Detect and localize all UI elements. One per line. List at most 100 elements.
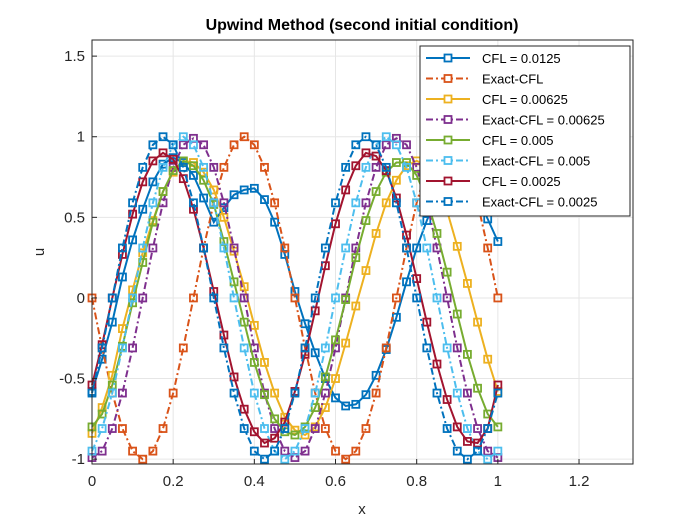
data-point — [260, 358, 269, 367]
data-point — [371, 140, 381, 150]
data-point — [351, 140, 361, 150]
data-point — [138, 162, 148, 172]
data-point — [310, 348, 320, 358]
data-point — [391, 158, 401, 167]
x-tick-label: 0.6 — [325, 473, 346, 490]
data-point — [128, 446, 137, 456]
data-point — [381, 198, 391, 208]
data-point — [391, 175, 401, 185]
data-point — [310, 293, 320, 303]
data-point — [452, 343, 462, 353]
data-point — [107, 380, 117, 390]
data-point — [148, 156, 158, 166]
data-point — [138, 243, 148, 253]
data-point — [402, 140, 411, 150]
data-point — [148, 177, 158, 187]
data-point — [320, 261, 330, 271]
data-point — [168, 154, 178, 164]
data-point — [402, 277, 411, 287]
data-point — [260, 438, 269, 448]
data-point — [138, 293, 148, 303]
y-tick-label: 0 — [77, 290, 85, 307]
data-point — [249, 427, 259, 437]
x-tick-label: 0 — [88, 473, 96, 490]
data-point — [290, 446, 300, 456]
data-point — [189, 198, 198, 208]
data-point — [138, 454, 148, 464]
data-point — [128, 343, 137, 353]
data-point — [473, 446, 482, 456]
data-point — [239, 293, 249, 303]
data-point — [199, 162, 209, 172]
data-point — [189, 171, 198, 180]
data-point — [341, 454, 351, 464]
data-point — [239, 424, 249, 433]
data-point — [432, 388, 442, 398]
legend-label: CFL = 0.0025 — [482, 174, 561, 189]
data-point — [361, 162, 371, 172]
data-point — [331, 335, 340, 345]
data-point — [209, 198, 219, 208]
data-point — [249, 183, 259, 193]
data-point — [402, 230, 411, 240]
data-point — [320, 243, 330, 253]
series-line — [91, 137, 499, 459]
data-point — [442, 395, 452, 404]
legend-label: Exact-CFL = 0.005 — [482, 154, 590, 169]
y-tick-label: 1 — [77, 129, 85, 146]
legend: CFL = 0.0125 Exact-CFL CFL = 0.00625 Exact-… — [419, 45, 631, 217]
y-tick-label: 1.5 — [64, 48, 85, 65]
data-point — [300, 424, 310, 433]
data-point — [493, 380, 503, 390]
data-point — [331, 198, 340, 208]
data-point — [422, 216, 432, 225]
data-point — [178, 162, 188, 172]
data-point — [341, 401, 351, 411]
series-6 — [87, 132, 503, 464]
data-point — [300, 446, 310, 456]
data-point — [391, 140, 401, 150]
data-point — [270, 217, 280, 227]
data-point — [483, 446, 493, 456]
data-point — [229, 140, 239, 150]
data-point — [239, 343, 249, 353]
data-point — [371, 151, 381, 161]
data-point — [178, 132, 188, 142]
y-tick-label: -1 — [72, 451, 85, 468]
legend-box — [419, 45, 631, 217]
legend-marker — [443, 176, 453, 186]
data-point — [361, 148, 371, 158]
data-point — [199, 167, 209, 177]
data-point — [118, 243, 127, 253]
data-point — [209, 293, 219, 303]
data-point — [260, 162, 269, 172]
data-point — [452, 241, 462, 251]
data-point — [412, 274, 422, 284]
axes-box — [91, 39, 634, 465]
data-point — [483, 354, 493, 364]
data-point — [361, 132, 371, 142]
data-point — [493, 446, 503, 456]
data-point — [290, 388, 300, 398]
data-point — [432, 293, 442, 303]
data-point — [381, 140, 391, 150]
data-point — [331, 293, 340, 303]
data-point — [310, 424, 320, 433]
data-point — [381, 132, 391, 142]
data-point — [290, 425, 300, 435]
data-point — [381, 343, 391, 353]
data-point — [320, 424, 330, 433]
data-point — [148, 140, 158, 150]
legend-label: CFL = 0.005 — [482, 133, 553, 148]
data-point — [158, 187, 168, 196]
data-point — [300, 343, 310, 353]
data-point — [463, 424, 472, 433]
data-point — [128, 298, 137, 308]
data-point — [168, 388, 178, 398]
data-point — [209, 162, 219, 172]
series-line — [91, 135, 499, 461]
data-point — [239, 317, 249, 327]
data-point — [473, 383, 482, 393]
